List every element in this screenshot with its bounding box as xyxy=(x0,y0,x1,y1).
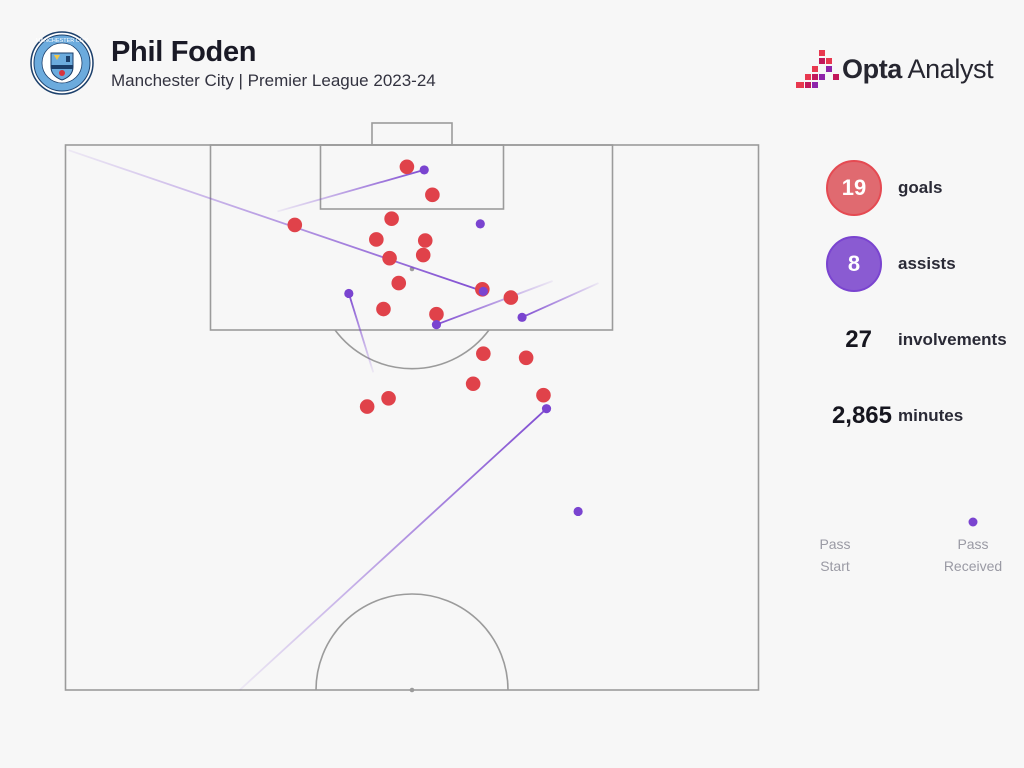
assist-pass-lines xyxy=(68,149,599,691)
opta-analyst-logo: Opta Analyst xyxy=(796,48,1010,90)
chart-subtitle: Manchester City | Premier League 2023-24 xyxy=(111,71,436,90)
assist-pass-line xyxy=(521,282,599,319)
goal-point xyxy=(391,275,407,291)
pass-legend-graphic xyxy=(835,517,978,527)
assist-received-point xyxy=(573,506,583,517)
goal-point xyxy=(536,387,551,403)
goal-point xyxy=(429,306,444,322)
minutes-label: minutes xyxy=(898,406,964,425)
goal-point xyxy=(399,159,415,175)
goal-point xyxy=(359,399,375,414)
involvements-stat: 27 involvements xyxy=(826,326,1016,386)
goal-locations xyxy=(287,159,551,414)
assist-received-point xyxy=(541,404,552,414)
goal-point xyxy=(382,250,397,266)
goal-point xyxy=(369,232,384,247)
brand-name: Opta Analyst xyxy=(842,54,994,85)
goal-point xyxy=(518,350,534,366)
assist-received-point xyxy=(344,288,354,299)
legend-pass-received-dot xyxy=(968,517,978,527)
brand-name-strong: Opta xyxy=(842,54,902,84)
assist-receive-points xyxy=(344,165,583,517)
legend-end-line-1: Pass xyxy=(957,536,989,552)
centre-circle xyxy=(315,593,509,691)
goal-point xyxy=(381,390,396,406)
goal-point xyxy=(503,290,519,305)
assist-received-point xyxy=(478,286,488,296)
manchester-city-crest-icon: MANCHESTER CITY xyxy=(30,31,94,95)
player-name: Phil Foden xyxy=(111,36,257,68)
pitch-outline xyxy=(64,144,760,691)
goals-count-badge: 19 xyxy=(826,160,882,216)
goals-stat: 19 goals xyxy=(826,160,1016,220)
legend-start-line-2: Start xyxy=(820,558,850,574)
assists-count-badge: 8 xyxy=(826,236,882,292)
legend-end-line-2: Received xyxy=(943,558,1003,574)
legend-start-line-1: Pass xyxy=(819,536,851,552)
involvements-label: involvements xyxy=(898,330,1007,349)
assist-received-point xyxy=(475,219,485,229)
assist-pass-line xyxy=(277,169,425,213)
goal-point xyxy=(425,187,440,203)
six-yard-box xyxy=(319,144,505,210)
goal-point xyxy=(384,211,399,227)
goal-point xyxy=(417,233,433,248)
crest-text: MANCHESTER CITY xyxy=(36,38,89,44)
legend-pass-start: Pass Start xyxy=(790,533,880,577)
minutes-stat: 2,865 minutes xyxy=(826,402,1016,462)
assist-received-point xyxy=(517,312,527,322)
involvements-value: 27 xyxy=(845,326,872,353)
goal-point xyxy=(376,301,391,317)
legend-pass-received: Pass Received xyxy=(928,533,1018,577)
goal xyxy=(371,122,453,146)
penalty-arc xyxy=(334,329,490,370)
centre-spot xyxy=(409,687,415,693)
assist-pass-line xyxy=(239,408,548,691)
assist-pass-line xyxy=(347,293,375,373)
assist-pass-line xyxy=(436,280,553,326)
minutes-value: 2,865 xyxy=(831,402,892,429)
goals-label: goals xyxy=(898,178,943,197)
goal-point xyxy=(476,346,491,361)
pitch-markings xyxy=(64,122,760,691)
assist-pass-line xyxy=(68,149,484,293)
goal-point xyxy=(465,376,481,392)
goal-point xyxy=(287,217,303,233)
goal-point xyxy=(415,247,431,263)
assist-received-point xyxy=(431,319,442,330)
assists-stat: 8 assists xyxy=(826,236,1016,296)
assists-label: assists xyxy=(898,254,956,273)
assist-received-point xyxy=(419,165,429,175)
opta-bar-logo-icon xyxy=(796,50,839,88)
brand-name-rest: Analyst xyxy=(901,54,994,84)
